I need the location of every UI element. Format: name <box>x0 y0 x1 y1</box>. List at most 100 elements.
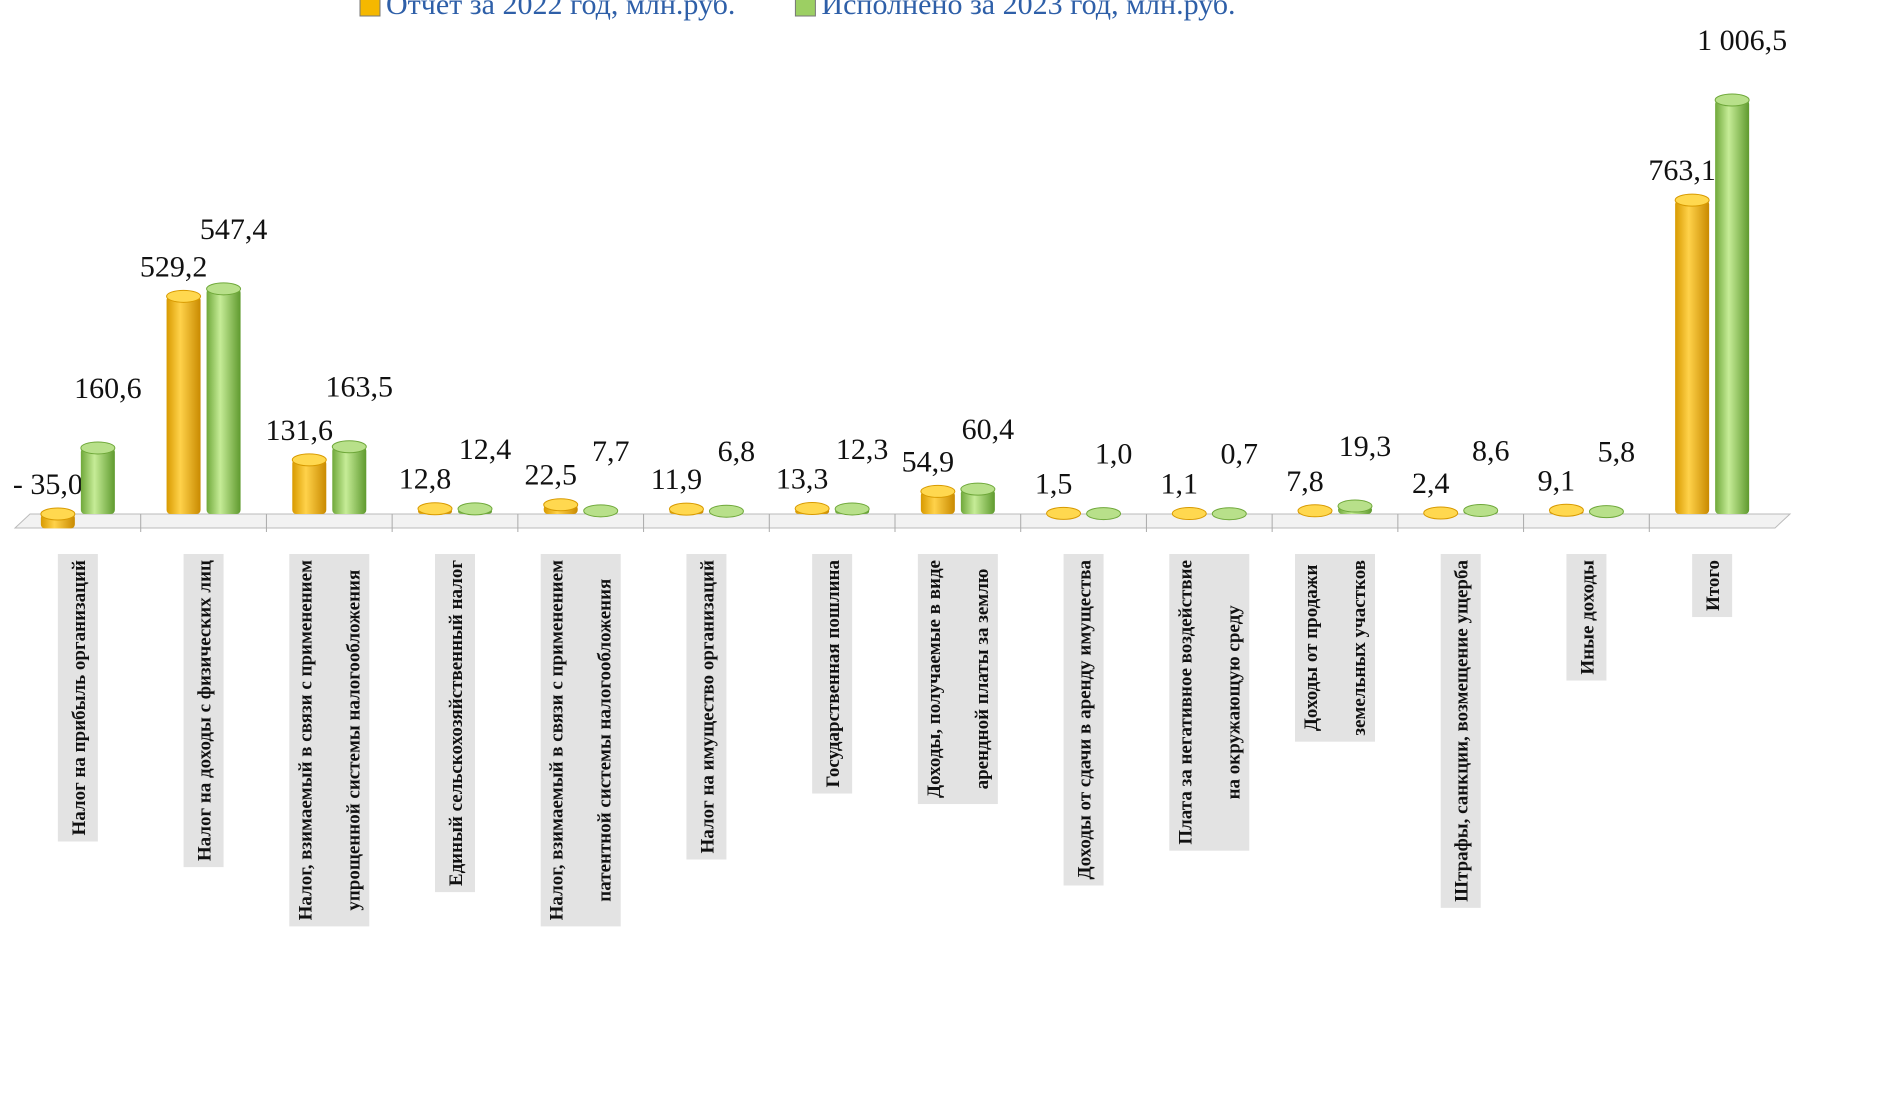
value-label: 6,8 <box>718 435 756 468</box>
bar-cap <box>1463 503 1499 517</box>
category-box <box>1169 554 1250 851</box>
category-box <box>57 554 98 842</box>
category-box <box>1692 554 1733 618</box>
category-label-group: Доходы от сдачи в аренду имущества <box>1063 554 1104 886</box>
bar-cap <box>206 282 242 296</box>
category-label-group: Налог, взимаемый в связи с применением па… <box>540 554 621 927</box>
bar <box>1675 200 1710 515</box>
value-label: 2,4 <box>1412 467 1450 500</box>
category-label: Налог на доходы с физических лиц <box>195 560 216 861</box>
bar-cap <box>1046 506 1082 520</box>
value-label: 13,3 <box>776 463 829 496</box>
category-label: Налог на имущество организаций <box>697 560 718 854</box>
category-label: Налог, взимаемый в связи с применением уп… <box>295 560 364 920</box>
legend-swatch <box>359 0 381 17</box>
bar <box>206 288 241 514</box>
value-label: 12,3 <box>836 433 889 466</box>
bar-cap <box>543 498 579 512</box>
bar-cap <box>1171 507 1207 521</box>
category-box <box>1440 554 1481 908</box>
bar-cap <box>1211 507 1247 521</box>
bar-cap <box>417 502 453 516</box>
bar-cap <box>668 502 704 516</box>
category-label-group: Штрафы, санкции, возмещение ущерба <box>1440 554 1481 908</box>
value-label: 12,4 <box>459 433 512 466</box>
value-label: 11,9 <box>651 463 702 496</box>
category-label-group: Плата за негативное воздействие на окружа… <box>1169 554 1250 851</box>
category-label-group: Налог на прибыль организаций <box>57 554 98 842</box>
category-box <box>812 554 853 794</box>
bar <box>960 489 995 514</box>
bar-cap <box>1337 499 1373 513</box>
value-label: 547,4 <box>200 213 268 246</box>
legend-label: Исполнено за 2023 год, млн.руб. <box>821 0 1235 21</box>
value-label: 1,5 <box>1035 467 1073 500</box>
bar-cap <box>583 504 619 518</box>
value-label: 529,2 <box>140 250 208 283</box>
value-label: 22,5 <box>524 459 577 492</box>
category-box <box>540 554 621 927</box>
category-label: Налог, взимаемый в связи с применением па… <box>547 560 616 920</box>
category-box <box>1295 554 1375 742</box>
value-label: 54,9 <box>902 445 955 478</box>
bar-cap <box>166 289 202 303</box>
category-label: Плата за негативное воздействие на окружа… <box>1175 560 1244 845</box>
category-box <box>1566 554 1607 681</box>
bar-cap <box>960 482 996 496</box>
value-label: 1,0 <box>1095 438 1133 471</box>
category-box <box>686 554 727 860</box>
category-label-group: Итого <box>1692 554 1733 618</box>
bar <box>1715 100 1750 514</box>
value-label: 1 006,5 <box>1697 24 1787 57</box>
value-label: 131,6 <box>266 414 334 447</box>
category-label-group: Доходы от продажи земельных участков <box>1295 554 1375 742</box>
category-label-group: Доходы, получаемые в виде арендной платы … <box>917 554 998 805</box>
bar-cap <box>80 441 116 455</box>
category-label: Итого <box>1703 560 1724 611</box>
bar-cap <box>40 507 76 521</box>
category-box <box>917 554 998 805</box>
category-label-group: Государственная пошлина <box>812 554 853 794</box>
bar-cap <box>708 504 744 518</box>
value-label: 7,8 <box>1286 465 1324 498</box>
category-label-group: Налог, взимаемый в связи с применением уп… <box>289 554 370 927</box>
category-label-group: Иные доходы <box>1566 554 1607 681</box>
category-label-group: Налог на имущество организаций <box>686 554 727 860</box>
category-label: Единый сельскохозяйственный налог <box>446 560 467 886</box>
bar-cap <box>291 453 327 467</box>
value-label: 160,6 <box>74 372 142 405</box>
bar-cap <box>1086 507 1122 521</box>
category-label: Государственная пошлина <box>823 560 844 788</box>
value-label: 60,4 <box>962 413 1015 446</box>
category-label-group: Единый сельскохозяйственный налог <box>435 554 475 893</box>
legend-swatch <box>794 0 816 17</box>
bar <box>292 459 327 514</box>
bar-cap <box>794 502 830 516</box>
value-label: 0,7 <box>1221 438 1259 471</box>
bar-cap <box>834 502 870 516</box>
bar <box>166 296 201 514</box>
bar-cap <box>331 440 367 454</box>
category-label: Доходы, получаемые в виде арендной платы … <box>924 560 993 798</box>
value-label: 763,1 <box>1648 154 1716 187</box>
value-label: 5,8 <box>1598 436 1636 469</box>
category-label: Налог на прибыль организаций <box>69 560 90 836</box>
value-label: 12,8 <box>399 463 452 496</box>
category-box <box>289 554 370 927</box>
value-label: 19,3 <box>1339 430 1392 463</box>
bar-cap <box>1674 193 1710 207</box>
category-box <box>435 554 475 893</box>
floor <box>13 513 1792 529</box>
value-label: 163,5 <box>326 371 394 404</box>
bar-cap <box>1548 503 1584 517</box>
bar <box>332 446 367 514</box>
bar-cap <box>1423 506 1459 520</box>
category-label: Иные доходы <box>1577 560 1598 675</box>
value-label: - 35,0 <box>13 468 83 501</box>
value-label: 8,6 <box>1472 434 1510 467</box>
category-label: Штрафы, санкции, возмещение ущерба <box>1452 560 1473 902</box>
category-label-group: Налог на доходы с физических лиц <box>183 554 224 868</box>
category-label: Доходы от сдачи в аренду имущества <box>1075 560 1096 880</box>
bar-cap <box>920 484 956 498</box>
